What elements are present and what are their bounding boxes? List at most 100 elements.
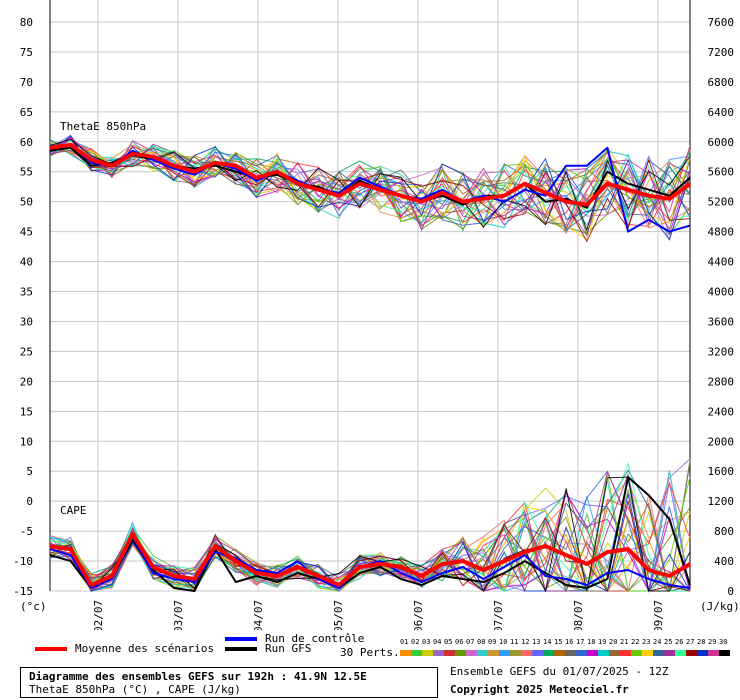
left-tick-label: 45: [20, 226, 33, 239]
legend-control: Run de contrôle: [225, 632, 364, 645]
pert-number: 19: [598, 638, 607, 646]
right-tick-label: 5600: [708, 166, 735, 179]
right-tick-label: 2000: [708, 435, 735, 448]
x-tick-label: 09/07: [652, 600, 665, 630]
pert-swatch: [708, 650, 719, 656]
right-tick-label: 1600: [708, 465, 735, 478]
pert-number: 06: [455, 638, 464, 646]
left-tick-label: 25: [20, 345, 33, 358]
member-thetae-line: [49, 139, 691, 231]
mean-cape-line: [49, 532, 692, 587]
member-thetae-line: [49, 138, 691, 237]
x-tick-label: 08/07: [572, 600, 585, 630]
pert-swatch: [576, 650, 587, 656]
copyright: Copyright 2025 Meteociel.fr: [450, 683, 629, 696]
pert-swatch: [609, 650, 620, 656]
ensemble-chart: 80757065605550454035302520151050-5-10-15…: [13, 0, 740, 630]
perts-label: 30 Perts.: [340, 646, 400, 659]
pert-number: 27: [686, 638, 695, 646]
pert-swatch: [466, 650, 477, 656]
left-tick-label: 60: [20, 136, 33, 149]
legend-gfs-swatch: [225, 646, 257, 651]
member-cape-line: [49, 520, 690, 593]
pert-swatch: [697, 650, 708, 656]
pert-number: 16: [565, 638, 574, 646]
main-series-lines: [49, 142, 692, 592]
pert-swatch: [565, 650, 576, 656]
panel-label-thetae: ThetaE 850hPa: [60, 120, 146, 133]
left-tick-label: 10: [20, 435, 33, 448]
pert-swatch: [411, 650, 422, 656]
member-thetae-line: [49, 136, 691, 236]
left-axis-unit: (°c): [20, 600, 47, 613]
pert-number: 07: [466, 638, 475, 646]
pert-number: 26: [675, 638, 684, 646]
legend-gfs-label: Run GFS: [265, 642, 312, 655]
pert-number: 02: [411, 638, 420, 646]
pert-number: 20: [609, 638, 618, 646]
pert-number: 30: [719, 638, 728, 646]
right-axis-unit: (J/kg): [700, 600, 740, 613]
pert-swatch: [532, 650, 543, 656]
right-tick-label: 4000: [708, 286, 735, 299]
pert-number: 18: [587, 638, 596, 646]
member-thetae-line: [49, 143, 691, 237]
x-tick-label: 03/07: [172, 600, 185, 630]
left-tick-label: 35: [20, 286, 33, 299]
pert-number: 11: [510, 638, 519, 646]
pert-number: 28: [697, 638, 706, 646]
legend-control-swatch: [225, 636, 257, 641]
pert-swatch: [422, 650, 433, 656]
right-tick-label: 7600: [708, 16, 735, 29]
left-tick-label: -5: [20, 525, 33, 538]
pert-swatch: [598, 650, 609, 656]
pert-number: 08: [477, 638, 486, 646]
pert-number: 09: [488, 638, 497, 646]
right-tick-label: 6400: [708, 106, 735, 119]
pert-swatch: [631, 650, 642, 656]
legend-mean: Moyenne des scénarios: [35, 642, 214, 655]
pert-number: 13: [532, 638, 541, 646]
right-tick-label: 1200: [708, 495, 735, 508]
left-tick-label: 55: [20, 166, 33, 179]
x-tick-label: 07/07: [492, 600, 505, 630]
left-tick-label: 65: [20, 106, 33, 119]
pert-number: 17: [576, 638, 585, 646]
ensemble-member-lines: [49, 134, 691, 593]
info-subtitle: ThetaE 850hPa (°C) , CAPE (J/kg): [29, 683, 241, 696]
pert-swatch: [400, 650, 411, 656]
legend: Moyenne des scénarios Run de contrôle Ru…: [0, 630, 740, 700]
left-tick-label: 75: [20, 46, 33, 59]
pert-number: 21: [620, 638, 629, 646]
pert-swatch: [543, 650, 554, 656]
pert-swatch: [488, 650, 499, 656]
left-tick-label: -10: [13, 555, 33, 568]
x-tick-label: 06/07: [412, 600, 425, 630]
left-tick-label: 15: [20, 405, 33, 418]
left-tick-label: 20: [20, 375, 33, 388]
pert-number: 04: [433, 638, 442, 646]
right-axis-ticks: 7600720068006400600056005200480044004000…: [708, 16, 735, 598]
info-title: Diagramme des ensembles GEFS sur 192h : …: [29, 670, 367, 683]
run-info: Ensemble GEFS du 01/07/2025 - 12Z Copyri…: [450, 665, 669, 696]
left-tick-label: 40: [20, 256, 33, 269]
legend-mean-swatch: [35, 646, 67, 651]
right-tick-label: 2400: [708, 405, 735, 418]
right-tick-label: 800: [714, 525, 734, 538]
pert-swatch: [499, 650, 510, 656]
pert-swatch: [554, 650, 565, 656]
pert-number: 22: [631, 638, 640, 646]
pert-number: 12: [521, 638, 530, 646]
left-tick-label: -15: [13, 585, 33, 598]
left-tick-label: 80: [20, 16, 33, 29]
x-tick-label: 05/07: [332, 600, 345, 630]
legend-gfs: Run GFS: [225, 642, 311, 655]
right-tick-label: 7200: [708, 46, 735, 59]
pert-swatch: [653, 650, 664, 656]
pert-number: 14: [543, 638, 552, 646]
x-tick-label: 02/07: [92, 600, 105, 630]
pert-numbers: 01 02 03 04 05 06 07 08 09 10 11 12 13 14 15 16 17 18 19 20…: [400, 638, 730, 646]
pert-swatch: [664, 650, 675, 656]
left-tick-label: 0: [26, 495, 33, 508]
